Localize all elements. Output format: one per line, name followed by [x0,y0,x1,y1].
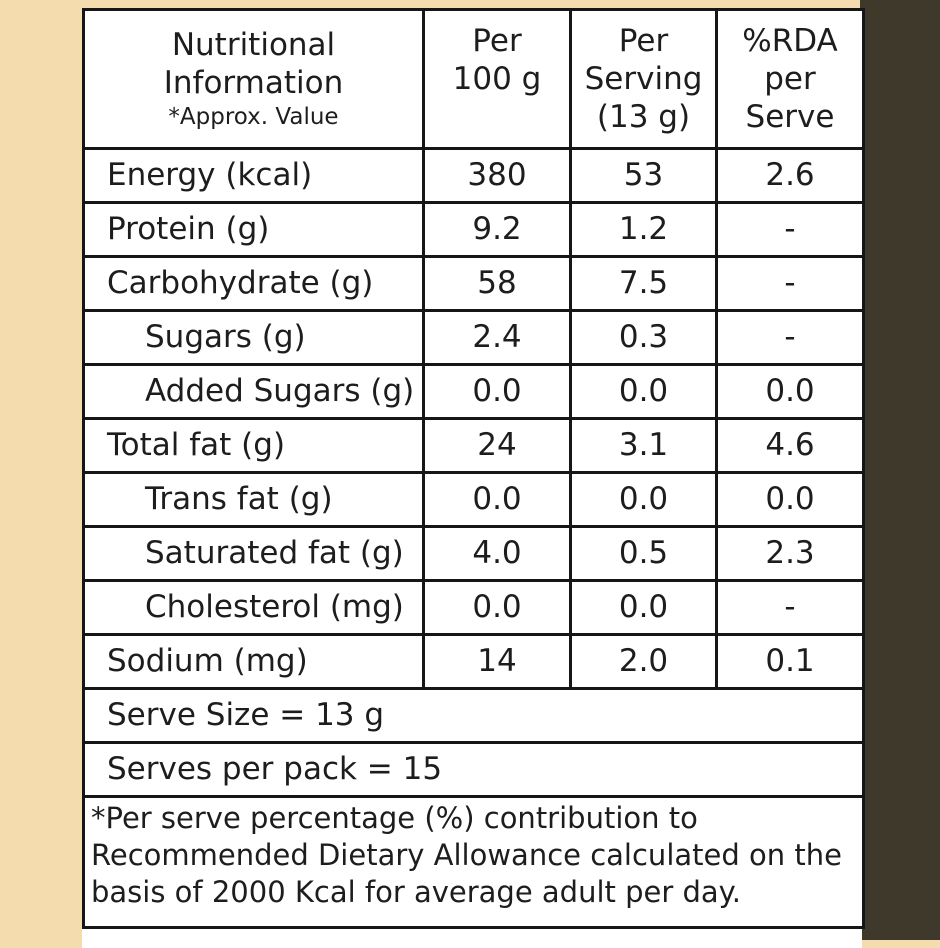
table-row: Carbohydrate (g) 58 7.5 - [82,255,865,312]
per-100g-value: 0.0 [422,579,572,636]
rda-footnote: *Per serve percentage (%) contribution t… [82,795,865,929]
rda-value: 0.1 [715,633,865,690]
table-row: Added Sugars (g) 0.0 0.0 0.0 [82,363,865,420]
per-100g-value: 380 [422,147,572,204]
header-per-100g: Per 100 g [422,8,572,150]
per-100g-value: 0.0 [422,363,572,420]
header-per-serving: Per Serving (13 g) [569,8,718,150]
nutrient-label: Protein (g) [82,201,425,258]
nutrient-label: Total fat (g) [82,417,425,474]
rda-value: 0.0 [715,471,865,528]
header-rda-per-serve: %RDA per Serve [715,8,865,150]
nutrient-label: Sugars (g) [82,309,425,366]
per-100g-value: 14 [422,633,572,690]
header-row: Nutritional Information *Approx. Value P… [82,8,865,150]
nutrient-label: Sodium (mg) [82,633,425,690]
per-serving-value: 3.1 [569,417,718,474]
nutrient-label: Trans fat (g) [82,471,425,528]
per-serving-value: 0.0 [569,363,718,420]
table-row: Protein (g) 9.2 1.2 - [82,201,865,258]
per-serving-value: 0.0 [569,471,718,528]
rda-value: - [715,255,865,312]
rda-value: 4.6 [715,417,865,474]
table-row: Sugars (g) 2.4 0.3 - [82,309,865,366]
per-serving-value: 53 [569,147,718,204]
serve-size: Serve Size = 13 g [82,687,865,744]
nutrient-label: Added Sugars (g) [82,363,425,420]
table-row: Saturated fat (g) 4.0 0.5 2.3 [82,525,865,582]
serve-size-row: Serve Size = 13 g [82,687,865,744]
table-row: Energy (kcal) 380 53 2.6 [82,147,865,204]
per-serving-value: 7.5 [569,255,718,312]
table-row: Cholesterol (mg) 0.0 0.0 - [82,579,865,636]
rda-value: 2.6 [715,147,865,204]
per-100g-value: 4.0 [422,525,572,582]
nutrient-label: Saturated fat (g) [82,525,425,582]
serves-per-pack: Serves per pack = 15 [82,741,865,798]
rda-value: 2.3 [715,525,865,582]
per-100g-value: 0.0 [422,471,572,528]
per-100g-value: 9.2 [422,201,572,258]
rda-value: - [715,309,865,366]
serves-per-pack-row: Serves per pack = 15 [82,741,865,798]
per-100g-value: 2.4 [422,309,572,366]
table-row: Trans fat (g) 0.0 0.0 0.0 [82,471,865,528]
per-serving-value: 0.0 [569,579,718,636]
per-serving-value: 0.5 [569,525,718,582]
header-nutritional-information: Nutritional Information *Approx. Value [82,8,425,150]
rda-value: - [715,201,865,258]
table-row: Sodium (mg) 14 2.0 0.1 [82,633,865,690]
nutrient-label: Carbohydrate (g) [82,255,425,312]
per-serving-value: 2.0 [569,633,718,690]
per-100g-value: 24 [422,417,572,474]
per-serving-value: 1.2 [569,201,718,258]
background-dark-strip [860,0,940,940]
footnote-row: *Per serve percentage (%) contribution t… [82,795,865,929]
table-row: Total fat (g) 24 3.1 4.6 [82,417,865,474]
rda-value: 0.0 [715,363,865,420]
nutrient-label: Energy (kcal) [82,147,425,204]
rda-value: - [715,579,865,636]
approx-value-note: *Approx. Value [168,104,339,130]
nutrition-table: Nutritional Information *Approx. Value P… [82,8,865,929]
nutrient-label: Cholesterol (mg) [82,579,425,636]
per-serving-value: 0.3 [569,309,718,366]
per-100g-value: 58 [422,255,572,312]
